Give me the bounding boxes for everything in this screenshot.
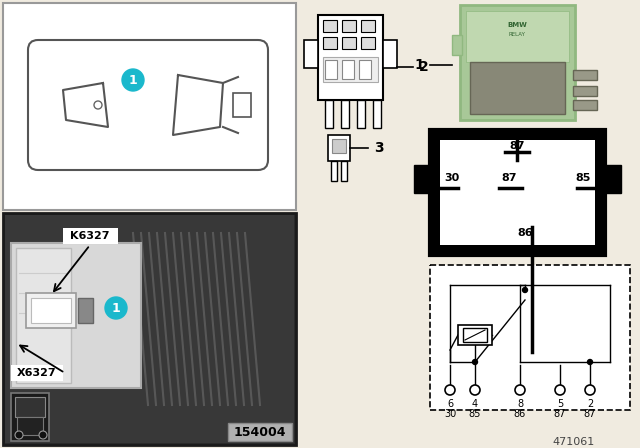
Bar	[357, 100, 365, 128]
Bar	[414, 165, 430, 193]
Text: 1: 1	[111, 302, 120, 314]
Bar	[332, 139, 346, 153]
Bar	[15, 397, 45, 417]
Bar	[573, 100, 597, 110]
Bar	[341, 161, 347, 181]
Bar	[342, 20, 356, 32]
Text: 87: 87	[584, 409, 596, 419]
Circle shape	[94, 101, 102, 109]
Bar	[463, 328, 487, 342]
Bar	[452, 35, 462, 55]
Bar	[458, 325, 492, 345]
Bar	[359, 60, 371, 79]
Bar	[11, 243, 141, 388]
Bar	[342, 37, 356, 49]
Text: 6: 6	[447, 399, 453, 409]
Bar	[331, 161, 337, 181]
Text: 85: 85	[575, 173, 591, 183]
Text: 8: 8	[517, 399, 523, 409]
Text: BMW: BMW	[507, 22, 527, 28]
Bar	[323, 57, 378, 82]
Text: 1: 1	[414, 58, 424, 72]
Text: 86: 86	[517, 228, 533, 238]
Circle shape	[522, 288, 527, 293]
Circle shape	[15, 431, 23, 439]
Text: 154004: 154004	[234, 426, 286, 439]
Bar	[361, 37, 375, 49]
Text: 30: 30	[444, 409, 456, 419]
Text: 3: 3	[374, 141, 383, 155]
Bar	[342, 60, 354, 79]
Bar	[325, 60, 337, 79]
Bar	[233, 93, 251, 117]
Bar	[318, 15, 383, 100]
Circle shape	[588, 359, 593, 365]
Bar	[26, 293, 76, 328]
Bar	[325, 100, 333, 128]
Bar	[11, 365, 63, 381]
Circle shape	[445, 385, 455, 395]
Text: 86: 86	[514, 409, 526, 419]
Text: X6327: X6327	[17, 368, 57, 378]
FancyBboxPatch shape	[28, 40, 268, 170]
Bar	[228, 423, 292, 441]
Text: 87: 87	[554, 409, 566, 419]
Text: 2: 2	[587, 399, 593, 409]
Text: K6327: K6327	[70, 231, 109, 241]
Bar	[16, 248, 71, 383]
Text: 87: 87	[501, 173, 516, 183]
Bar	[323, 20, 337, 32]
Circle shape	[39, 431, 47, 439]
Text: 4: 4	[472, 399, 478, 409]
Circle shape	[585, 385, 595, 395]
Bar	[11, 393, 49, 441]
Circle shape	[472, 359, 477, 365]
Bar	[430, 265, 630, 410]
Circle shape	[105, 297, 127, 319]
Circle shape	[515, 385, 525, 395]
Bar	[328, 135, 350, 161]
Bar	[361, 20, 375, 32]
Bar	[373, 100, 381, 128]
Text: 85: 85	[469, 409, 481, 419]
Bar	[430, 130, 605, 255]
Text: 87: 87	[509, 141, 525, 151]
Text: 1: 1	[129, 73, 138, 86]
Bar	[573, 86, 597, 96]
Bar	[3, 213, 296, 445]
Bar	[304, 40, 318, 68]
Bar	[5, 215, 294, 443]
Bar	[341, 100, 349, 128]
Text: 2: 2	[419, 60, 429, 74]
Circle shape	[555, 385, 565, 395]
Bar	[470, 62, 565, 114]
Bar	[460, 5, 575, 120]
Circle shape	[470, 385, 480, 395]
Circle shape	[122, 69, 144, 91]
Bar	[3, 3, 296, 210]
Bar	[383, 40, 397, 68]
Text: 471061: 471061	[553, 437, 595, 447]
Bar	[31, 298, 71, 323]
Text: 30: 30	[444, 173, 460, 183]
Bar	[17, 417, 43, 435]
Text: 5: 5	[557, 399, 563, 409]
Bar	[78, 298, 93, 323]
Text: RELAY: RELAY	[509, 33, 525, 38]
Bar	[63, 228, 118, 244]
Bar	[605, 165, 621, 193]
Bar	[323, 37, 337, 49]
Bar	[466, 11, 569, 62]
Bar	[573, 70, 597, 80]
Bar	[440, 140, 595, 245]
